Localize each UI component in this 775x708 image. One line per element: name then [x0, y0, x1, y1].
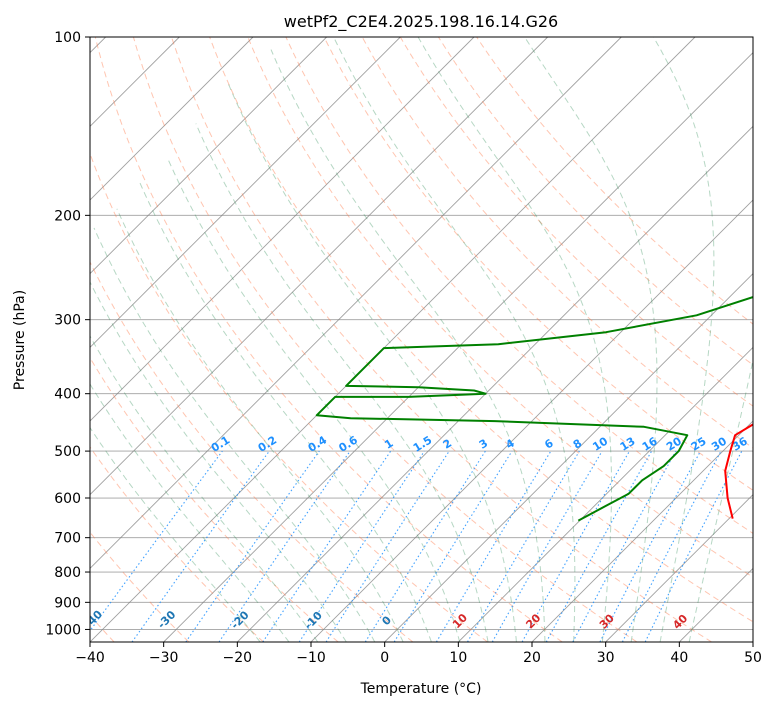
moist-adiabat-line	[138, 180, 432, 642]
axes: −40 −30 −20 −10 0 10 20 30 40 50 100 200 300 400 500 60…	[45, 30, 762, 666]
mixing-ratio-line	[364, 450, 486, 642]
moist-adiabat-line	[116, 208, 404, 642]
x-tick-label: 40	[670, 650, 688, 666]
isotherm-line	[90, 37, 254, 201]
x-tick-label: −40	[75, 650, 105, 666]
mixing-ratio-line	[491, 450, 603, 642]
moist-adiabat-line	[195, 123, 489, 642]
y-tick-label: 100	[54, 30, 81, 46]
mixing-ratio-line	[467, 450, 580, 642]
isotherm-line	[384, 273, 753, 642]
mixing-ratio-line	[393, 450, 513, 642]
moist-adiabat-line	[270, 49, 546, 642]
y-axis-label: Pressure (hPa)	[12, 290, 28, 390]
mixing-ratio-line	[131, 450, 270, 642]
sounding-profiles	[315, 295, 753, 522]
moist-adiabat-line	[653, 37, 715, 642]
temperature-profile-line	[724, 423, 753, 519]
x-tick-label: 50	[744, 650, 762, 666]
dry-adiabat-line	[209, 37, 753, 623]
moist-adiabat-line	[417, 37, 612, 642]
x-tick-label: −30	[149, 650, 179, 666]
dry-adiabat-line	[247, 37, 753, 578]
background-lines	[90, 37, 753, 642]
chart-title: wetPf2_C2E4.2025.198.16.14.G26	[284, 12, 558, 32]
isotherm-line	[531, 420, 753, 642]
moist-adiabat-line	[90, 280, 347, 642]
x-tick-label: −20	[223, 650, 253, 666]
dry-adiabat-line	[90, 260, 414, 642]
moist-adiabat-line	[333, 37, 576, 642]
y-tick-label: 300	[54, 313, 81, 329]
isotherm-line	[458, 346, 753, 642]
x-tick-label: 20	[523, 650, 541, 666]
y-tick-label: 700	[54, 531, 81, 547]
isotherm-line	[90, 37, 475, 422]
dry-adiabat-line	[361, 37, 753, 449]
x-tick-label: 0	[380, 650, 389, 666]
dry-adiabat-line	[132, 37, 638, 642]
moist-adiabat-line	[524, 37, 658, 642]
mixing-ratio-line	[90, 450, 223, 632]
isotherm-line	[163, 52, 753, 642]
plot-frame	[89, 36, 754, 643]
moist-adiabat-line	[166, 157, 461, 642]
moist-adiabat-line	[93, 227, 376, 642]
isotherm-line	[605, 494, 753, 642]
y-tick-label: 800	[54, 565, 81, 581]
mixing-ratio-line	[572, 450, 677, 642]
dry-adiabat-line	[476, 37, 753, 325]
isotherm-line	[90, 37, 401, 348]
mixing-ratio-line	[325, 450, 450, 642]
isotherm-line	[90, 37, 327, 275]
y-tick-label: 1000	[45, 622, 81, 638]
y-tick-label: 400	[54, 387, 81, 403]
dry-adiabat-line	[94, 37, 563, 642]
moist-adiabat-line	[90, 426, 261, 642]
isotherm-line	[90, 37, 548, 496]
isotherm-line	[90, 37, 696, 642]
mixing-ratio-line	[185, 450, 320, 642]
moist-adiabat-line	[90, 383, 290, 642]
mixing-ratio-line	[435, 450, 552, 642]
x-tick-label: 30	[597, 650, 615, 666]
dry-adiabat-line	[399, 37, 753, 407]
dewpoint-profile-line	[315, 295, 753, 522]
moist-adiabat-line	[688, 357, 753, 642]
y-tick-label: 200	[54, 208, 81, 224]
isotherm-line	[90, 37, 622, 569]
x-axis-label: Temperature (°C)	[360, 681, 482, 697]
isotherm-line	[310, 199, 753, 642]
mixing-ratio-line	[521, 450, 630, 642]
y-tick-label: 500	[54, 444, 81, 460]
y-tick-label: 900	[54, 595, 81, 611]
moist-adiabat-line	[227, 83, 517, 642]
moist-adiabat-line	[90, 335, 319, 642]
x-tick-label: −10	[296, 650, 326, 666]
dry-adiabat-line	[90, 446, 264, 642]
mixing-ratio-line	[545, 450, 653, 642]
x-tick-label: 10	[449, 650, 467, 666]
y-tick-label: 600	[54, 491, 81, 507]
dry-adiabat-line	[323, 37, 753, 491]
mixing-ratio-line	[218, 450, 351, 642]
